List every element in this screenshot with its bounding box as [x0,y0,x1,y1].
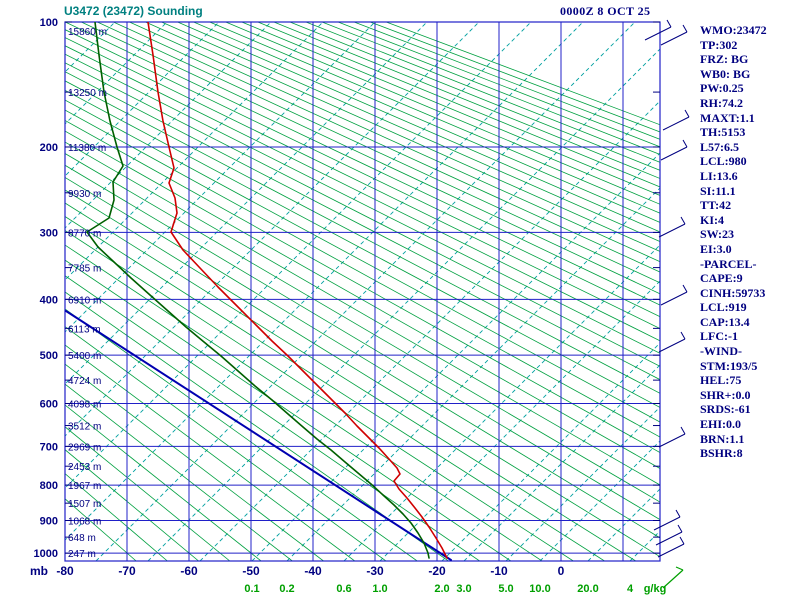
height-label: 7785 m [68,264,101,275]
height-label: 1967 m [68,481,101,492]
parcel-line [65,310,452,561]
height-label: 1507 m [68,499,101,510]
height-label: 4098 m [68,400,101,411]
mixing-ratio-label: 0.1 [244,583,259,595]
mixing-ratio-label: 3.0 [456,583,471,595]
mixing-ratio-label: 2.0 [434,583,449,595]
height-label: 1068 m [68,516,101,527]
mixing-ratio-label: 10.0 [529,583,550,595]
temp-axis-label: -70 [118,564,136,578]
dry-adiabats [65,22,660,561]
height-label: 4724 m [68,376,101,387]
stat-line: RH:74.2 [700,95,743,110]
height-label: 2453 m [68,462,101,473]
temp-axis-label: -50 [242,564,260,578]
mixing-ratio-label: 4 [627,583,634,595]
temp-axis-label: -20 [428,564,446,578]
stat-line: SRDS:-61 [700,402,751,417]
pressure-label: 500 [40,350,58,362]
mixing-ratio-label: g/kg [644,583,667,595]
surface-wind-barb-icon [662,569,684,589]
height-label: 2969 m [68,442,101,453]
stat-line: STM:193/5 [700,358,758,373]
temp-axis-label: -10 [490,564,508,578]
stat-line: PW:0.25 [700,81,744,96]
height-label: 648 m [68,533,96,544]
mixing-ratio-label: 1.0 [372,583,387,595]
chart-title: U3472 (23472) Sounding [64,4,203,18]
temp-axis-label: 0 [558,564,565,578]
stat-line: SW:23 [700,227,735,242]
height-label: 247 m [68,549,96,560]
stat-line: CAPE:9 [700,271,743,286]
temp-axis-label: -30 [366,564,384,578]
stat-line: CAP:13.4 [700,314,750,329]
stat-line: LCL:980 [700,154,747,169]
stat-line: MAXT:1.1 [700,110,755,125]
stat-line: HEL:75 [700,373,742,388]
wind-barbs [644,19,690,589]
pressure-label: 300 [40,227,58,239]
height-label: 3512 m [68,422,101,433]
pressure-unit-label: mb [30,564,48,578]
stat-line: LCL:919 [700,300,747,315]
pressure-label: 800 [40,480,58,492]
stat-line: TP:302 [700,37,738,52]
pressure-label: 700 [40,441,58,453]
isobar-isotherm-grid [64,21,661,562]
height-label: 11380 m [68,143,106,154]
stat-line: LI:13.6 [700,168,738,183]
pressure-label: 1000 [34,548,58,560]
stat-line: L57:6.5 [700,139,739,154]
mixing-ratio-label: 5.0 [498,583,513,595]
stat-line: CINH:59733 [700,285,766,300]
height-label: 13250 m [68,88,107,99]
pressure-label: 400 [40,294,58,306]
height-label: 6113 m [68,324,101,335]
stat-line: EI:3.0 [700,241,732,256]
temp-axis-label: -80 [56,564,74,578]
pressure-label: 600 [40,399,58,411]
mixing-ratio-label: 20.0 [577,583,598,595]
temp-axis-label: -40 [304,564,322,578]
height-label: 9930 m [68,189,101,200]
pressure-label: 200 [40,142,58,154]
stat-line: LFC:-1 [700,329,738,344]
mixing-ratio-label: 0.6 [336,583,351,595]
stat-line: SI:11.1 [700,183,736,198]
stat-line: WB0: BG [700,66,751,81]
stat-line: FRZ: BG [700,52,749,67]
stat-line: SHR+:0.0 [700,387,751,402]
pressure-label: 900 [40,515,58,527]
stat-line: KI:4 [700,212,724,227]
dewpoint-trace [86,22,430,559]
stat-line: -PARCEL- [700,256,757,271]
stat-line: EHI:0.0 [700,417,742,432]
height-label: 15860 m [68,27,107,38]
stats-panel: WMO:23472 TP:302 FRZ: BG WB0: BG PW:0.25 RH:7… [700,23,767,461]
stat-line: BSHR:8 [700,446,743,461]
stat-line: TH:5153 [700,125,746,140]
height-label: 8770 m [68,228,101,239]
stat-line: -WIND- [700,344,742,359]
stat-line: TT:42 [700,198,732,213]
stat-line: WMO:23472 [700,23,767,37]
height-label: 6910 m [68,295,101,306]
height-label: 5400 m [68,351,101,362]
pressure-label: 100 [40,17,58,29]
temperature-trace [147,22,448,559]
temp-axis-label: -60 [180,564,198,578]
observation-datetime: 0000Z 8 OCT 25 [560,4,651,18]
mixing-ratio-label: 0.2 [279,583,294,595]
stat-line: BRN:1.1 [700,431,745,446]
